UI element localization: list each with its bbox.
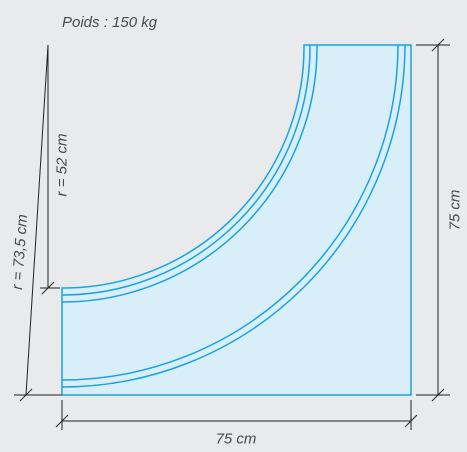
inner-curve-1 [61, 44, 311, 296]
height-label: 75 cm [446, 189, 464, 231]
height-dimension [416, 38, 450, 402]
inner-radius-label: r = 52 cm [53, 133, 71, 197]
inner-curve-2 [61, 44, 318, 303]
outer-curve-1 [61, 44, 399, 381]
outer-radius-dimension [14, 44, 62, 402]
outer-curve-2 [61, 44, 406, 388]
width-dimension [55, 400, 418, 430]
weight-label: Poids : 150 kg [62, 14, 158, 31]
ramp-body [61, 44, 412, 396]
inner-radius-dimension [40, 45, 60, 295]
width-label: 75 cm [215, 430, 257, 448]
